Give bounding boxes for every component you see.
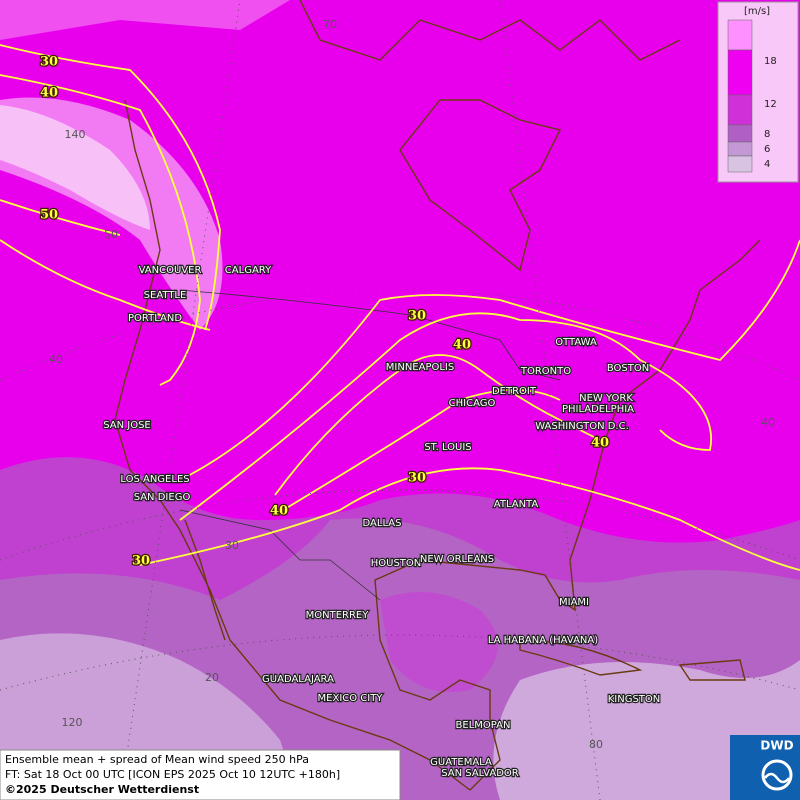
city-label: GUADALAJARA <box>262 674 334 685</box>
city-label: ATLANTA <box>494 499 539 510</box>
graticule-label: 70 <box>323 18 337 31</box>
contour-label: 40 <box>40 86 58 101</box>
legend-label: 18 <box>764 56 777 67</box>
graticule-label: 120 <box>62 716 83 729</box>
footer-time: FT: Sat 18 Oct 00 UTC [ICON EPS 2025 Oct… <box>5 768 340 781</box>
footer-box <box>0 749 401 800</box>
footer-title: Ensemble mean + spread of Mean wind spee… <box>5 753 309 766</box>
city-label: PORTLAND <box>128 313 182 324</box>
contour-label: 50 <box>40 208 58 223</box>
logo-icon <box>764 772 790 784</box>
city-label: SAN JOSE <box>103 420 151 431</box>
field-mid <box>380 592 498 692</box>
city-label: NEW YORK <box>579 393 633 404</box>
contour-line <box>0 44 800 571</box>
legend-swatch <box>727 49 753 96</box>
city-label: CHICAGO <box>449 398 496 409</box>
contour-label: 30 <box>132 554 150 569</box>
contour-label: 40 <box>270 504 288 519</box>
contour-label: 30 <box>408 471 426 486</box>
city-label: WASHINGTON D.C. <box>535 421 629 432</box>
graticule-label: 20 <box>205 671 219 684</box>
city-label: BOSTON <box>607 363 649 374</box>
city-label: MEXICO CITY <box>318 693 384 704</box>
city-label: SAN SALVADOR <box>441 768 518 779</box>
city-label: BELMOPAN <box>456 720 511 731</box>
graticule-label: 140 <box>65 128 86 141</box>
graticule-label: 30 <box>225 539 239 552</box>
city-label: GUATEMALA <box>430 757 492 768</box>
city-label: MINNEAPOLIS <box>386 362 454 373</box>
legend-label: 12 <box>764 99 777 110</box>
legend-label: 6 <box>764 144 770 155</box>
legend-unit: [m/s] <box>744 6 770 17</box>
city-label: MONTERREY <box>306 610 370 621</box>
field-light <box>0 0 290 40</box>
contour-label: 40 <box>453 338 471 353</box>
field-lightest <box>0 105 150 230</box>
city-label: LA HABANA (HAVANA) <box>488 635 598 646</box>
city-label: OTTAWA <box>555 337 597 348</box>
field-lower <box>493 660 800 800</box>
labels: 70 140 50 40 30 20 120 80 40 30 40 50 30 40 40 30 40 30 VA… <box>39 18 775 780</box>
graticule-label: 80 <box>589 738 603 751</box>
city-label: KINGSTON <box>608 694 661 705</box>
city-label: SAN DIEGO <box>134 492 191 503</box>
graticule-label: 50 <box>104 228 118 241</box>
graticule-label: 40 <box>761 416 775 429</box>
logo-icon <box>761 759 793 791</box>
legend-swatch <box>727 124 753 143</box>
city-label: SEATTLE <box>144 290 187 301</box>
city-label: ST. LOUIS <box>424 442 471 453</box>
legend-label: 4 <box>764 159 770 170</box>
legend-swatch <box>727 19 753 51</box>
city-label: DETROIT <box>492 386 537 397</box>
coastline <box>114 0 761 791</box>
contour-label: 30 <box>408 309 426 324</box>
city-label: LOS ANGELES <box>120 474 189 485</box>
legend-swatch <box>727 141 753 157</box>
border <box>179 289 561 601</box>
city-label: CALGARY <box>225 265 272 276</box>
legend-swatch <box>727 94 753 126</box>
city-label: PHILADELPHIA <box>562 404 634 415</box>
city-label: TORONTO <box>520 366 571 377</box>
legend-swatch <box>727 155 753 173</box>
contour-label: 40 <box>591 436 609 451</box>
legend: [m/s] 18 12 8 6 4 <box>717 1 799 183</box>
graticule-label: 40 <box>49 353 63 366</box>
city-label: VANCOUVER <box>139 265 202 276</box>
legend-label: 8 <box>764 129 770 140</box>
city-label: HOUSTON <box>371 558 422 569</box>
city-label: NEW ORLEANS <box>420 554 494 565</box>
footer-copyright: ©2025 Deutscher Wetterdienst <box>5 783 199 796</box>
logo-text: DWD <box>760 739 793 753</box>
city-label: MIAMI <box>559 597 589 608</box>
contour-label: 30 <box>40 55 58 70</box>
city-label: DALLAS <box>363 518 402 529</box>
